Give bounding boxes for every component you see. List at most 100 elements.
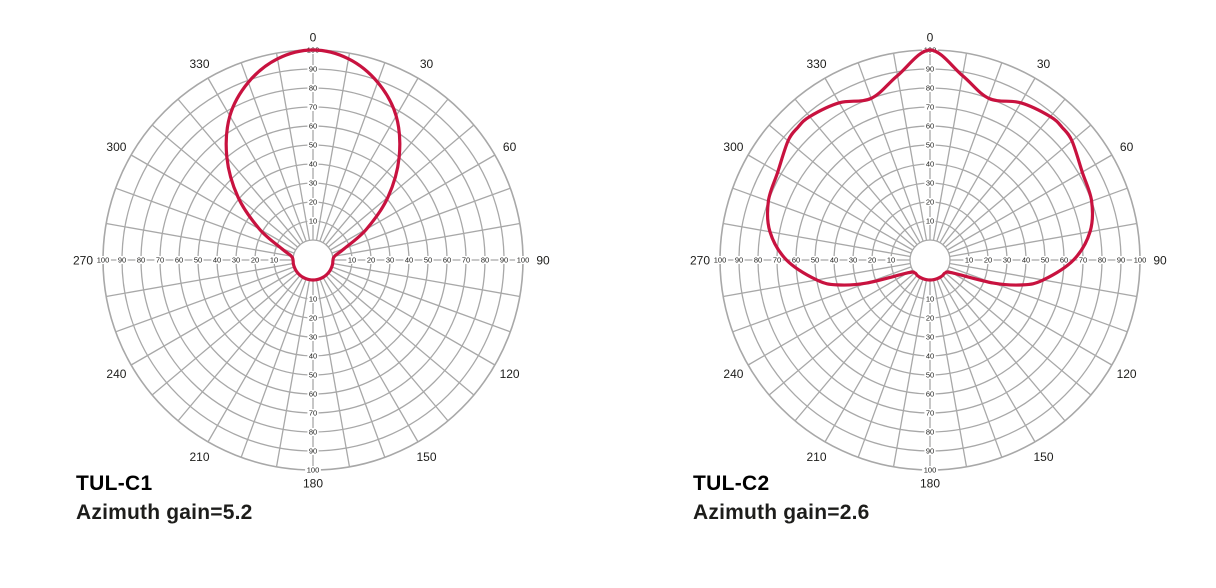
tick-label-bg	[1020, 256, 1032, 264]
tick-label-bg	[230, 256, 242, 264]
radial-tick-label: 90	[309, 65, 317, 74]
tick-label-bg	[249, 256, 261, 264]
angle-tick-label: 150	[1033, 450, 1053, 464]
radial-tick-label: 80	[926, 428, 934, 437]
tick-label-bg	[307, 295, 319, 303]
series-pattern-line	[224, 48, 402, 282]
radial-tick-label: 70	[773, 256, 781, 265]
radial-tick-label: 60	[175, 256, 183, 265]
radial-tick-label: 20	[926, 198, 934, 207]
radial-tick-label: 40	[926, 160, 934, 169]
tick-label-bg	[307, 141, 319, 149]
radial-tick-label: 10	[926, 217, 934, 226]
tick-label-bg	[924, 447, 936, 455]
tick-label-bg	[885, 256, 897, 264]
angle-tick-label: 150	[416, 450, 436, 464]
radial-tick-label: 90	[118, 256, 126, 265]
radial-tick-label: 30	[1003, 256, 1011, 265]
tick-label-bg	[922, 466, 938, 474]
tick-label-bg	[441, 256, 453, 264]
radial-tick-label: 60	[309, 122, 317, 131]
tick-label-bg	[403, 256, 415, 264]
radial-tick-label: 100	[924, 466, 937, 475]
tick-label-bg	[1115, 256, 1127, 264]
radial-tick-label: 90	[926, 65, 934, 74]
radial-tick-label: 50	[926, 371, 934, 380]
angle-tick-label: 60	[503, 140, 517, 154]
tick-label-bg	[809, 256, 821, 264]
tick-label-bg	[924, 295, 936, 303]
tick-label-bg	[924, 217, 936, 225]
radial-tick-label: 10	[309, 217, 317, 226]
radial-tick-label: 50	[424, 256, 432, 265]
tick-label-bg	[305, 466, 321, 474]
tick-label-bg	[1132, 256, 1148, 264]
radial-tick-label: 70	[926, 103, 934, 112]
angle-tick-label: 240	[106, 367, 126, 381]
tick-label-bg	[307, 447, 319, 455]
radial-tick-label: 20	[868, 256, 876, 265]
tick-label-bg	[924, 141, 936, 149]
radial-tick-label: 10	[926, 295, 934, 304]
tick-label-bg	[828, 256, 840, 264]
angle-tick-label: 270	[690, 254, 710, 268]
radial-tick-label: 70	[156, 256, 164, 265]
polar-chart: 10 10 10 10 20 20 20 20 30 30 30 30 40 40 40 40 50 50 50 50…	[73, 31, 550, 491]
radial-tick-label: 10	[309, 295, 317, 304]
radial-tick-label: 20	[309, 314, 317, 323]
radial-tick-label: 60	[1060, 256, 1068, 265]
radial-tick-label: 40	[309, 352, 317, 361]
tick-label-bg	[307, 179, 319, 187]
tick-label-bg	[384, 256, 396, 264]
tick-label-bg	[307, 198, 319, 206]
radial-tick-label: 10	[887, 256, 895, 265]
radial-tick-label: 80	[481, 256, 489, 265]
tick-label-bg	[1058, 256, 1070, 264]
tick-label-bg	[924, 390, 936, 398]
tick-label-bg	[307, 428, 319, 436]
radial-tick-label: 40	[309, 160, 317, 169]
tick-label-bg	[307, 217, 319, 225]
angle-tick-label: 60	[1120, 140, 1134, 154]
radial-tick-label: 70	[1079, 256, 1087, 265]
angle-tick-label: 210	[189, 450, 209, 464]
tick-label-bg	[154, 256, 166, 264]
polar-grid	[719, 49, 1141, 471]
radial-tick-label: 10	[348, 256, 356, 265]
chart-panel-2: 10 10 10 10 20 20 20 20 30 30 30 30 40 40 40 40 50 50 50 50…	[617, 0, 1216, 588]
angle-tick-label: 330	[806, 57, 826, 71]
radial-tick-label: 100	[97, 256, 110, 265]
radial-tick-label: 80	[754, 256, 762, 265]
radial-tick-label: 90	[1117, 256, 1125, 265]
angle-tick-label: 30	[420, 57, 434, 71]
radial-tick-label: 20	[926, 314, 934, 323]
tick-label-bg	[460, 256, 472, 264]
tick-label-bg	[307, 333, 319, 341]
tick-label-bg	[924, 198, 936, 206]
tick-label-bg	[1096, 256, 1108, 264]
tick-label-bg	[924, 428, 936, 436]
angle-tick-label: 330	[189, 57, 209, 71]
tick-label-bg	[924, 314, 936, 322]
radial-tick-label: 40	[405, 256, 413, 265]
radial-tick-label: 50	[309, 371, 317, 380]
tick-label-bg	[924, 352, 936, 360]
radial-tick-label: 40	[926, 352, 934, 361]
radial-tick-labels: 10 10 10 10 20 20 20 20 30 30 30 30 40 40 40 40 50 50 50 50…	[712, 46, 1148, 475]
radial-tick-label: 60	[443, 256, 451, 265]
tick-label-bg	[733, 256, 745, 264]
tick-label-bg	[924, 84, 936, 92]
radial-tick-label: 100	[307, 466, 320, 475]
radial-tick-label: 90	[735, 256, 743, 265]
angle-tick-label: 30	[1037, 57, 1051, 71]
radial-tick-label: 30	[926, 333, 934, 342]
radial-tick-label: 70	[926, 409, 934, 418]
tick-label-bg	[346, 256, 358, 264]
tick-label-bg	[498, 256, 510, 264]
radial-tick-label: 90	[309, 447, 317, 456]
radial-tick-label: 80	[309, 428, 317, 437]
radial-tick-label: 80	[137, 256, 145, 265]
radial-tick-label: 60	[926, 390, 934, 399]
tick-label-bg	[307, 390, 319, 398]
radial-tick-label: 80	[926, 84, 934, 93]
